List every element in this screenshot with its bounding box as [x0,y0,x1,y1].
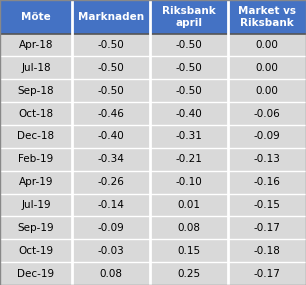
Text: Marknaden: Marknaden [78,12,144,22]
Text: -0.34: -0.34 [98,154,124,164]
Text: Market vs
Riksbank: Market vs Riksbank [238,6,296,28]
Text: 0.00: 0.00 [256,86,278,96]
Bar [72,171,150,194]
Bar [150,79,228,102]
Text: -0.50: -0.50 [176,63,202,73]
Bar [150,262,228,285]
Bar [72,79,150,102]
Text: -0.10: -0.10 [176,177,202,187]
Bar [150,56,228,79]
Text: -0.13: -0.13 [254,154,280,164]
Bar [228,102,306,125]
Bar [150,216,228,239]
Text: Dec-19: Dec-19 [17,268,54,278]
Bar [72,216,150,239]
Text: -0.50: -0.50 [98,63,124,73]
Text: Feb-19: Feb-19 [18,154,54,164]
Text: -0.50: -0.50 [98,40,124,50]
Bar [228,262,306,285]
Bar [228,148,306,171]
Bar [0,148,72,171]
Bar [0,194,72,216]
Bar [150,239,228,262]
Text: Riksbank
april: Riksbank april [162,6,216,28]
Bar [72,102,150,125]
Bar [72,34,150,56]
Bar [228,194,306,216]
Bar [150,125,228,148]
Bar [72,239,150,262]
Bar [72,0,150,34]
Bar [150,34,228,56]
Text: 0.00: 0.00 [256,40,278,50]
Text: -0.09: -0.09 [98,223,124,233]
Text: 0.01: 0.01 [177,200,200,210]
Bar [72,194,150,216]
Text: 0.25: 0.25 [177,268,200,278]
Bar [0,0,72,34]
Text: Dec-18: Dec-18 [17,131,54,141]
Text: 0.15: 0.15 [177,246,200,256]
Text: Oct-18: Oct-18 [18,109,54,119]
Bar [72,262,150,285]
Bar [150,0,228,34]
Text: -0.14: -0.14 [98,200,124,210]
Text: -0.17: -0.17 [254,268,280,278]
Text: Sep-18: Sep-18 [18,86,54,96]
Text: -0.40: -0.40 [176,109,202,119]
Text: Apr-18: Apr-18 [19,40,53,50]
Bar [228,79,306,102]
Text: -0.50: -0.50 [176,86,202,96]
Text: 0.08: 0.08 [177,223,200,233]
Text: -0.17: -0.17 [254,223,280,233]
Text: 0.00: 0.00 [256,63,278,73]
Text: 0.08: 0.08 [99,268,122,278]
Bar [0,56,72,79]
Text: Apr-19: Apr-19 [19,177,53,187]
Text: Sep-19: Sep-19 [18,223,54,233]
Bar [0,216,72,239]
Bar [0,171,72,194]
Bar [0,125,72,148]
Text: -0.21: -0.21 [176,154,202,164]
Bar [228,171,306,194]
Bar [0,34,72,56]
Text: Oct-19: Oct-19 [18,246,54,256]
Bar [150,102,228,125]
Bar [150,148,228,171]
Bar [72,125,150,148]
Text: -0.15: -0.15 [254,200,280,210]
Text: -0.50: -0.50 [176,40,202,50]
Bar [228,0,306,34]
Text: -0.31: -0.31 [176,131,202,141]
Text: -0.46: -0.46 [98,109,124,119]
Bar [228,239,306,262]
Text: -0.09: -0.09 [254,131,280,141]
Bar [0,79,72,102]
Bar [228,34,306,56]
Bar [72,148,150,171]
Bar [72,56,150,79]
Text: -0.18: -0.18 [254,246,280,256]
Text: -0.06: -0.06 [254,109,280,119]
Text: -0.26: -0.26 [98,177,124,187]
Bar [0,239,72,262]
Bar [0,262,72,285]
Bar [228,216,306,239]
Text: Jul-18: Jul-18 [21,63,51,73]
Bar [150,194,228,216]
Text: -0.03: -0.03 [98,246,124,256]
Bar [0,102,72,125]
Text: -0.16: -0.16 [254,177,280,187]
Bar [228,56,306,79]
Text: -0.40: -0.40 [98,131,124,141]
Bar [150,171,228,194]
Text: Jul-19: Jul-19 [21,200,51,210]
Bar [228,125,306,148]
Text: -0.50: -0.50 [98,86,124,96]
Text: Möte: Möte [21,12,51,22]
